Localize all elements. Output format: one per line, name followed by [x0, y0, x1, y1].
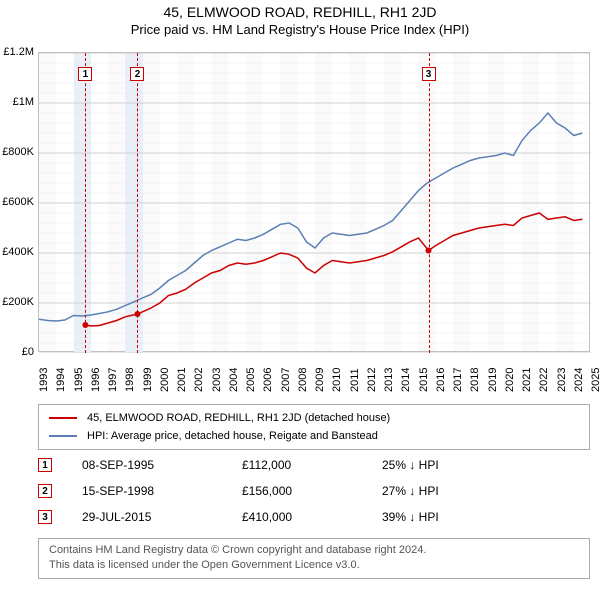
sales-row-marker: 3	[38, 510, 52, 524]
sales-row-delta: 39% ↓ HPI	[382, 510, 502, 524]
page-subtitle: Price paid vs. HM Land Registry's House …	[0, 22, 600, 37]
x-tick-label: 2016	[435, 368, 447, 392]
x-tick-label: 2007	[280, 368, 292, 392]
x-tick-label: 2000	[159, 368, 171, 392]
sale-vline	[137, 53, 138, 353]
x-tick-label: 2011	[349, 368, 361, 392]
chart-svg	[39, 53, 591, 353]
sales-row: 3 29-JUL-2015£410,00039% ↓ HPI	[38, 504, 590, 530]
x-tick-label: 2013	[383, 368, 395, 392]
legend-item-red: 45, ELMWOOD ROAD, REDHILL, RH1 2JD (deta…	[49, 409, 579, 427]
sales-row-marker: 1	[38, 458, 52, 472]
x-tick-label: 2025	[590, 368, 600, 392]
x-tick-label: 2004	[228, 368, 240, 392]
x-tick-label: 2006	[262, 368, 274, 392]
x-tick-label: 2022	[538, 368, 550, 392]
sales-table: 1 08-SEP-1995£112,00025% ↓ HPI 2 15-SEP-199…	[38, 452, 590, 530]
sales-row-price: £156,000	[242, 484, 382, 498]
footer: Contains HM Land Registry data © Crown c…	[38, 538, 590, 579]
sales-row-marker: 2	[38, 484, 52, 498]
x-tick-label: 2021	[521, 368, 533, 392]
legend: 45, ELMWOOD ROAD, REDHILL, RH1 2JD (deta…	[38, 404, 590, 450]
sale-vline	[429, 53, 430, 353]
x-tick-label: 2001	[176, 368, 188, 392]
sale-vline	[85, 53, 86, 353]
x-tick-label: 1993	[38, 368, 50, 392]
y-tick-label: £400K	[2, 246, 34, 258]
chart-plot-area: 1 2 3	[38, 52, 590, 352]
sales-row-price: £112,000	[242, 458, 382, 472]
x-tick-label: 2010	[331, 368, 343, 392]
sale-marker-box: 3	[422, 67, 436, 81]
x-tick-label: 2018	[469, 368, 481, 392]
y-tick-label: £1.2M	[3, 46, 34, 58]
x-tick-label: 2023	[556, 368, 568, 392]
y-tick-label: £800K	[2, 146, 34, 158]
x-tick-label: 2003	[211, 368, 223, 392]
x-tick-label: 2012	[366, 368, 378, 392]
sales-row-delta: 27% ↓ HPI	[382, 484, 502, 498]
legend-swatch-blue	[49, 435, 77, 437]
x-tick-label: 2019	[487, 368, 499, 392]
x-tick-label: 2005	[245, 368, 257, 392]
x-tick-label: 2014	[400, 368, 412, 392]
x-tick-label: 1995	[73, 368, 85, 392]
sales-row-delta: 25% ↓ HPI	[382, 458, 502, 472]
x-tick-label: 2008	[297, 368, 309, 392]
legend-label-red: 45, ELMWOOD ROAD, REDHILL, RH1 2JD (deta…	[87, 412, 390, 424]
y-tick-label: £600K	[2, 196, 34, 208]
sales-row: 2 15-SEP-1998£156,00027% ↓ HPI	[38, 478, 590, 504]
sales-row-date: 15-SEP-1998	[82, 484, 242, 498]
x-tick-label: 1999	[142, 368, 154, 392]
legend-label-blue: HPI: Average price, detached house, Reig…	[87, 430, 378, 442]
y-axis: £0£200K£400K£600K£800K£1M£1.2M	[0, 52, 36, 352]
page-title: 45, ELMWOOD ROAD, REDHILL, RH1 2JD	[0, 4, 600, 20]
y-tick-label: £200K	[2, 296, 34, 308]
x-tick-label: 2017	[452, 368, 464, 392]
footer-line2: This data is licensed under the Open Gov…	[49, 558, 579, 573]
x-tick-label: 1994	[55, 368, 67, 392]
x-tick-label: 1998	[124, 368, 136, 392]
x-tick-label: 1996	[90, 368, 102, 392]
sales-row: 1 08-SEP-1995£112,00025% ↓ HPI	[38, 452, 590, 478]
x-tick-label: 1997	[107, 368, 119, 392]
footer-line1: Contains HM Land Registry data © Crown c…	[49, 543, 579, 558]
x-tick-label: 2024	[573, 368, 585, 392]
sale-marker-box: 1	[78, 67, 92, 81]
legend-swatch-red	[49, 417, 77, 419]
x-tick-label: 2015	[418, 368, 430, 392]
x-tick-label: 2009	[314, 368, 326, 392]
y-tick-label: £1M	[13, 96, 34, 108]
y-tick-label: £0	[22, 346, 34, 358]
x-axis: 1993 1994 1995 1996 1997 1998 1999 2000 2001 2002…	[38, 356, 590, 404]
x-tick-label: 2002	[193, 368, 205, 392]
sale-marker-box: 2	[130, 67, 144, 81]
sales-row-price: £410,000	[242, 510, 382, 524]
x-tick-label: 2020	[504, 368, 516, 392]
sales-row-date: 08-SEP-1995	[82, 458, 242, 472]
sales-row-date: 29-JUL-2015	[82, 510, 242, 524]
legend-item-blue: HPI: Average price, detached house, Reig…	[49, 427, 579, 445]
